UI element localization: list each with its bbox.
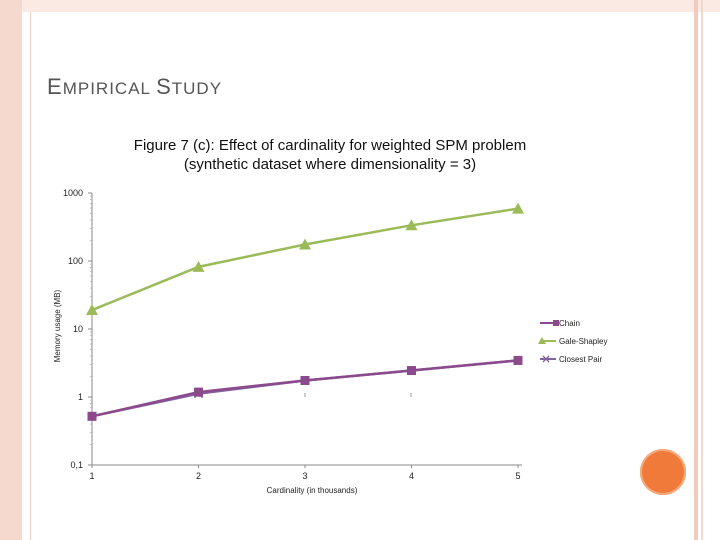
data-point-chain (513, 355, 523, 365)
series-line-gale-shapley (91, 207, 519, 312)
x-tick-label: 3 (302, 471, 307, 481)
x-tick-label: 1 (89, 471, 94, 481)
slide-title: EMPIRICAL STUDY (47, 74, 223, 99)
y-tick-label: 1 (78, 392, 83, 402)
decorative-orange-circle (640, 449, 686, 495)
y-tick-label: 10 (73, 324, 83, 334)
data-point-gale-shapley (86, 304, 98, 316)
slide-frame-left (0, 0, 22, 540)
x-tick-label: 4 (409, 471, 414, 481)
data-point-gale-shapley (192, 260, 205, 272)
y-tick-label: 1000 (63, 188, 83, 198)
chart-title-line1: Figure 7 (c): Effect of cardinality for … (133, 137, 527, 154)
x-axis-title: Cardinality (in thousands) (267, 486, 358, 495)
data-point-gale-shapley (299, 238, 311, 250)
data-point-chain (407, 366, 416, 376)
data-point-gale-shapley (512, 202, 524, 214)
y-axis-title: Memory usage (MB) (53, 289, 62, 362)
series-line-chain (91, 359, 519, 418)
chart-subtitle: (synthetic dataset where dimensionality … (183, 156, 477, 173)
legend-marker-closest-pair (542, 355, 550, 363)
legend-marker-gale-shapley (538, 337, 546, 344)
data-point-gale-shapley (405, 219, 418, 231)
legend-label-closest-pair: Closest Pair (559, 355, 602, 364)
x-tick-label: 5 (515, 471, 520, 481)
slide-inner-border (30, 12, 691, 540)
data-point-chain (194, 387, 203, 397)
legend-marker-chain (553, 320, 559, 326)
data-point-chain (87, 411, 97, 421)
chart-title: Figure 7 (c): Effect of cardinality for … (80, 136, 580, 174)
y-tick-label: 0,1 (70, 460, 83, 470)
legend-label-gale-shapley: Gale-Shapley (559, 337, 607, 346)
slide-frame-right (694, 0, 698, 540)
data-point-chain (300, 375, 310, 385)
legend-label-chain: Chain (559, 319, 580, 328)
x-tick-label: 2 (196, 471, 201, 481)
slide-frame-top (22, 0, 720, 12)
slide-frame-right-line (701, 0, 703, 540)
series-line-closest-pair (91, 359, 519, 418)
y-tick-label: 100 (68, 256, 83, 266)
